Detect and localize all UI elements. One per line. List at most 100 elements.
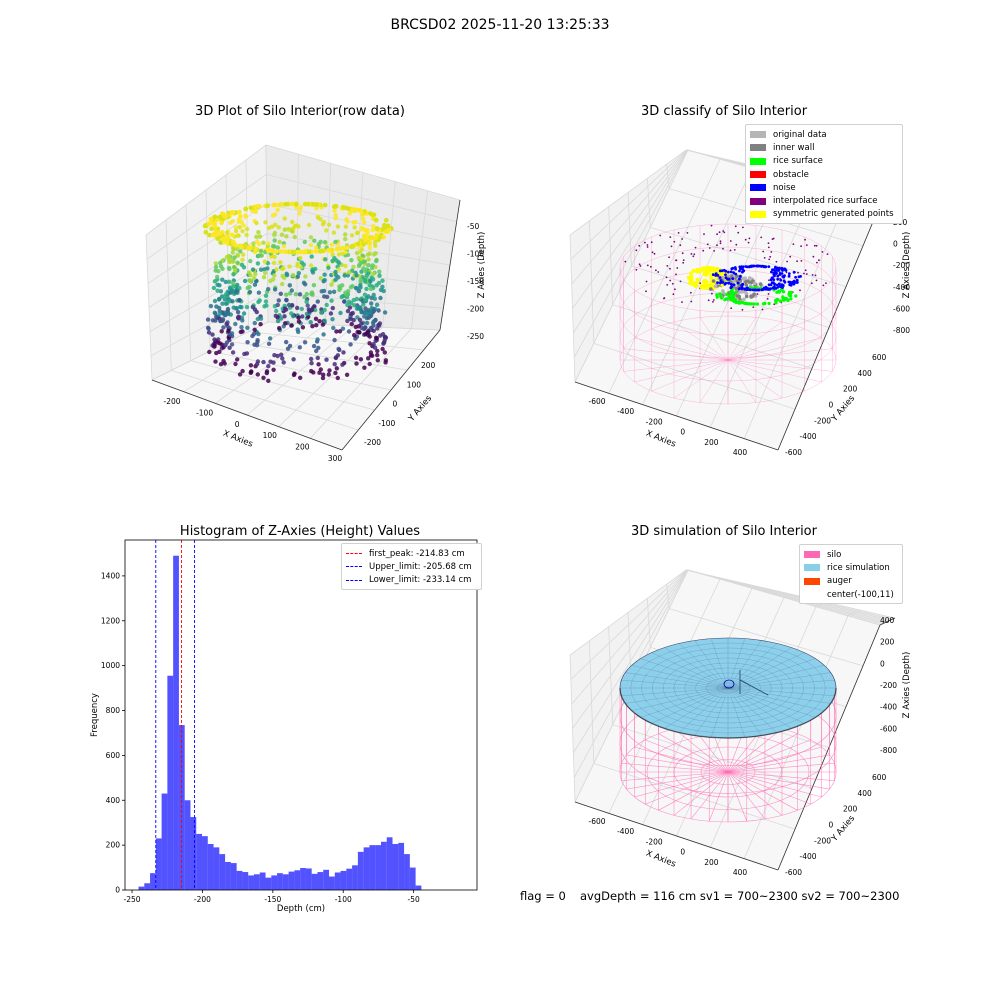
p4-rice-mesh-line <box>664 647 729 689</box>
p1-point <box>243 206 248 211</box>
p1-point <box>359 321 364 326</box>
p1-point <box>376 237 381 243</box>
p2-point <box>776 298 780 302</box>
p2-point <box>723 298 727 302</box>
p2-point <box>721 279 725 284</box>
p1-point <box>291 251 296 257</box>
p2-point <box>784 297 789 301</box>
p2-grid <box>608 206 614 305</box>
p1-point <box>226 328 231 334</box>
p2-point <box>815 279 818 282</box>
p1-point <box>351 207 357 212</box>
p1-point <box>255 316 260 322</box>
p2-point <box>753 283 758 287</box>
p2-point <box>736 300 741 304</box>
p1-point <box>230 350 236 355</box>
p2-point <box>715 293 719 297</box>
p4-silo-line <box>708 771 729 822</box>
p2-silo-line <box>673 359 729 399</box>
p1-point <box>238 244 244 250</box>
p2-point <box>712 299 715 301</box>
p1-point <box>279 265 285 270</box>
p1-point <box>321 248 326 254</box>
p1-point <box>370 265 375 271</box>
p4-rice-mesh-line <box>621 687 729 696</box>
p2-point <box>700 285 705 290</box>
p1-point <box>364 315 369 321</box>
p1-point <box>205 317 211 322</box>
p1-point <box>256 230 261 235</box>
panel4-title: 3D simulation of Silo Interior <box>631 524 817 539</box>
p1-point <box>295 261 300 266</box>
p2-point <box>706 285 711 290</box>
p1-point <box>220 301 225 306</box>
p1-point <box>258 322 263 327</box>
p1-grid <box>149 262 447 333</box>
p1-point <box>236 233 241 238</box>
p1-point <box>247 245 253 251</box>
p1-grid <box>267 321 441 331</box>
p2-point <box>794 281 798 284</box>
p2-point <box>732 297 736 302</box>
p2-point <box>731 266 735 270</box>
p1-point <box>366 308 371 313</box>
p1-point <box>248 258 253 264</box>
p4-silo-line <box>727 771 766 820</box>
p1-point <box>254 247 260 252</box>
p1-point <box>219 220 224 226</box>
p2-point <box>732 283 736 286</box>
p2-point <box>778 282 781 286</box>
p1-ytick-label: 0 <box>393 400 398 409</box>
p1-point <box>274 249 280 254</box>
p2-point <box>639 265 642 267</box>
p1-point <box>332 337 337 343</box>
p1-point <box>243 214 249 219</box>
p1-point <box>307 311 312 316</box>
p1-point <box>299 306 304 312</box>
p1-point <box>332 256 337 261</box>
p4-silo-line <box>727 771 822 798</box>
p4-rice-mesh-line <box>694 687 729 736</box>
p2-point <box>706 243 709 246</box>
p1-point <box>272 238 277 243</box>
p2-point <box>732 276 737 281</box>
p2-point <box>782 276 785 279</box>
p4-silo-ring <box>673 746 783 798</box>
p1-point <box>218 240 223 245</box>
p4-rice-mesh-ring <box>706 677 750 699</box>
p2-point <box>804 269 807 272</box>
histogram-bar <box>242 872 249 890</box>
p1-point <box>271 260 277 266</box>
p1-point <box>218 318 223 324</box>
p2-silo-line <box>727 359 833 372</box>
p4-rice-mesh-line <box>727 652 805 689</box>
p1-point <box>355 230 360 235</box>
p2-point <box>738 274 743 279</box>
p1-point <box>235 315 241 320</box>
p1-point <box>294 205 299 210</box>
p1-point <box>291 357 296 362</box>
p4-silo-wireframe <box>619 637 837 823</box>
p2-point <box>782 275 786 279</box>
p1-point <box>264 303 269 308</box>
p1-point <box>234 306 239 311</box>
p1-point <box>286 227 291 232</box>
p1-point <box>303 249 308 255</box>
p1-point <box>228 240 234 246</box>
p1-point <box>231 239 236 245</box>
p1-point <box>296 319 302 324</box>
p2-point <box>762 250 765 253</box>
p2-point <box>800 245 802 248</box>
p2-point <box>701 285 706 290</box>
p4-rice-mesh-ring <box>673 662 783 714</box>
p2-point <box>716 274 720 277</box>
p2-point <box>772 268 776 272</box>
p2-point <box>775 260 778 263</box>
p1-point <box>331 325 336 331</box>
p4-grid <box>847 609 861 617</box>
p1-point <box>342 299 347 304</box>
p2-point <box>679 244 682 247</box>
p2-point <box>728 295 732 300</box>
p2-point <box>757 288 761 292</box>
p1-point <box>331 278 336 284</box>
